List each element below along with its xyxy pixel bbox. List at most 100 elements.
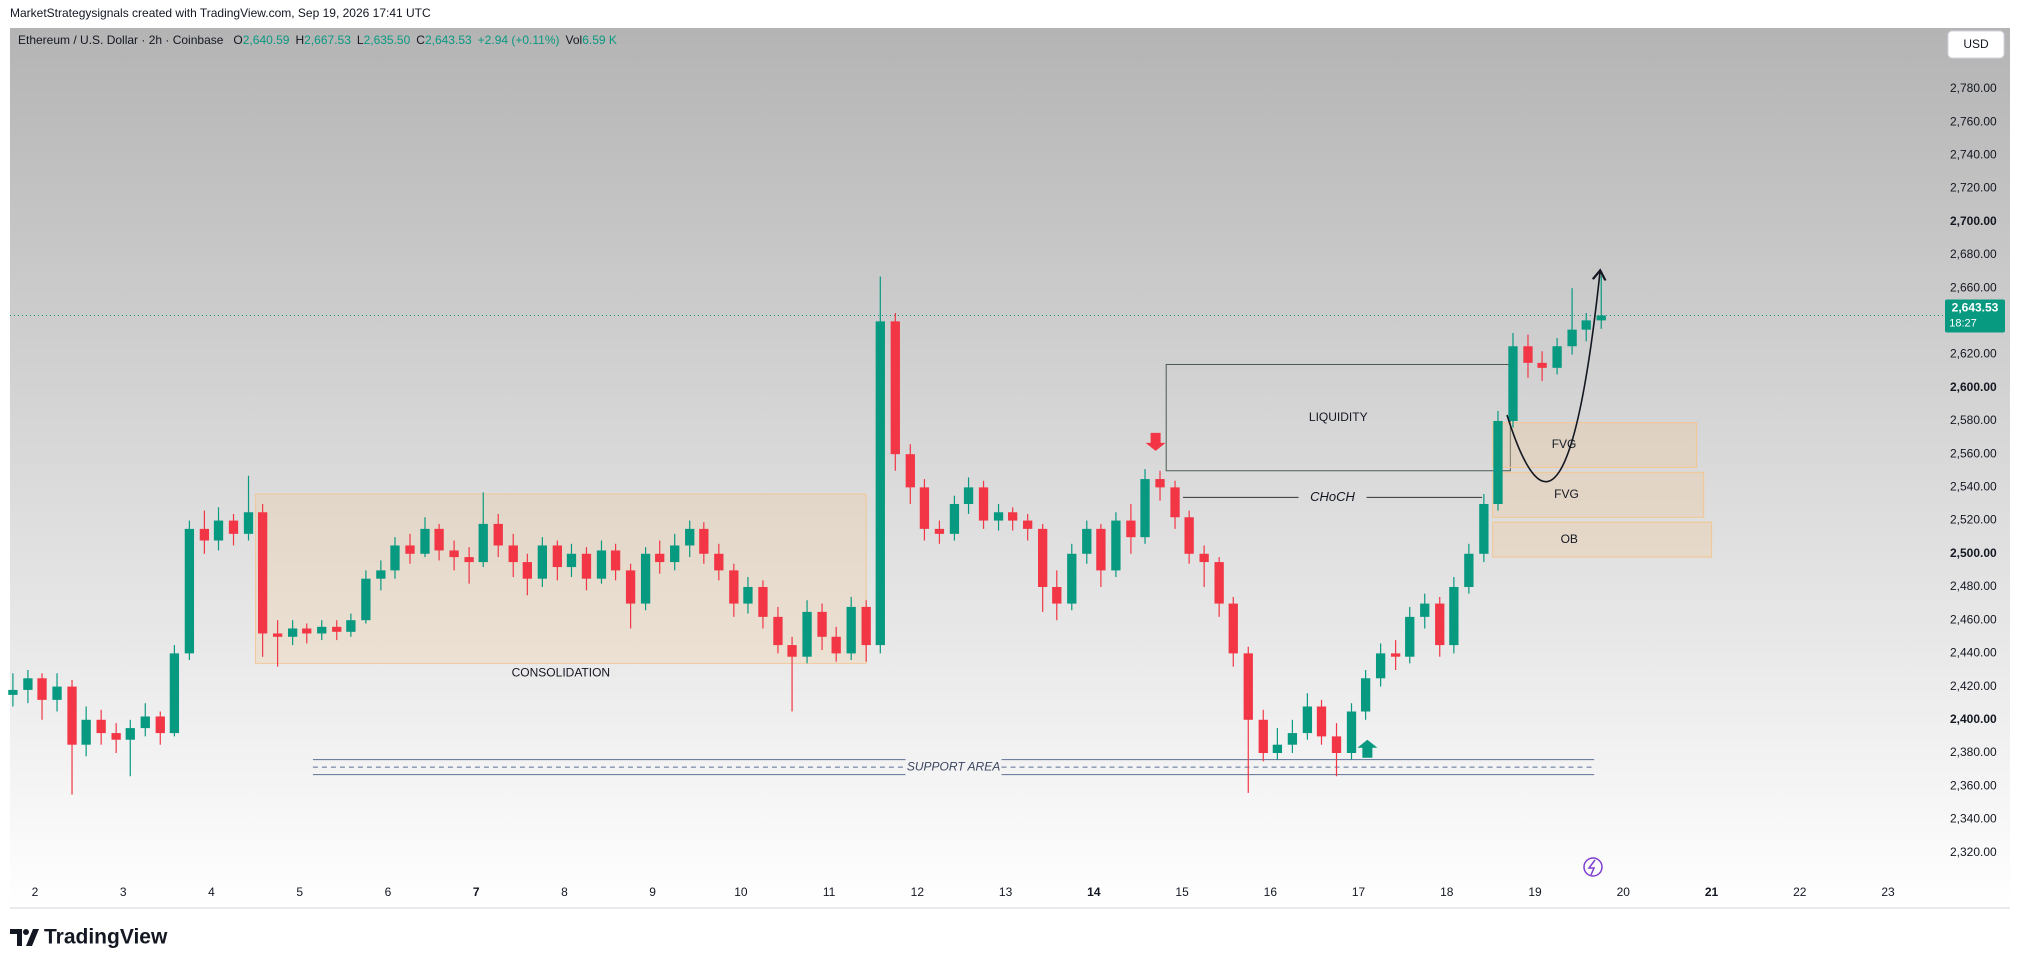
credit: MarketStrategysignals created with Tradi… [10,6,431,20]
candle-body [1082,528,1092,554]
y-tick-label: 2,380.00 [1950,745,1997,759]
candle-body [1537,362,1547,368]
candle-body [67,686,77,745]
x-tick-label: 5 [296,885,303,899]
x-tick-label: 23 [1881,885,1895,899]
candle-body [1316,706,1327,737]
candle-body [905,454,915,488]
legend-key: L [357,33,364,47]
alert-icon[interactable] [1583,857,1603,877]
legend-value: 2,635.50 [364,33,411,47]
candle-body [1360,678,1371,712]
x-tick-label: 22 [1793,885,1807,899]
candle-body [861,606,871,646]
candle-body [346,620,356,632]
candle-body [125,728,135,740]
candle-body [1464,553,1474,587]
candle-body [773,616,783,646]
y-tick-label: 2,780.00 [1950,81,1997,95]
x-tick-label: 8 [561,885,568,899]
x-tick-label: 11 [823,885,836,899]
liquidity-label: LIQUIDITY [1309,410,1368,424]
alert-icon-bolt [1587,859,1596,876]
candle-body [1390,653,1401,657]
candle-body [23,678,33,690]
candle-body [508,545,518,563]
candle-body [184,528,195,654]
support-label: SUPPORT AREA [907,759,1000,773]
y-tick-label: 2,500.00 [1950,546,1997,560]
y-tick-label: 2,340.00 [1950,812,1997,826]
candle-body [37,678,47,700]
zone-label: OB [1561,532,1578,546]
candle-body [287,628,298,637]
candle-body [1420,603,1430,617]
candle-body [993,512,1004,521]
y-tick-label: 2,600.00 [1950,380,1997,394]
legend-symbol: Ethereum / U.S. Dollar · 2h · Coinbase [18,33,224,47]
legend-value: 2,643.53 [425,33,472,47]
countdown: 18:27 [1949,317,1977,329]
candle-body [257,512,268,634]
candle-body [155,716,165,734]
candle-body [1449,586,1459,646]
candle-body [685,528,695,546]
x-tick-label: 17 [1352,885,1366,899]
candle-body [302,628,312,634]
x-tick-label: 2 [32,885,39,899]
candle-body [670,545,680,563]
candle-body [787,645,797,657]
candle-body [1111,520,1121,571]
x-tick-label: 13 [999,885,1013,899]
candle-body [566,553,577,568]
candle-body [1331,736,1342,753]
y-tick-label: 2,520.00 [1950,513,1997,527]
candle-body [1287,733,1298,745]
legend-key: C [416,33,425,47]
currency[interactable]: USD [1963,37,1989,51]
candle-body [1170,487,1180,518]
y-tick-label: 2,400.00 [1950,712,1997,726]
candle-body [817,611,827,637]
candle-body [963,487,974,504]
candle-body [361,578,371,621]
candle-body [1375,653,1386,679]
x-tick-label: 6 [385,885,392,899]
x-tick-label: 19 [1528,885,1542,899]
candle-body [1228,603,1238,654]
candle-body [332,626,342,632]
candle-body [1567,329,1577,347]
brand-logo: TradingView [10,926,168,949]
x-tick-label: 21 [1705,885,1719,899]
candle-body [699,528,709,554]
candle-body [978,487,989,521]
y-tick-label: 2,740.00 [1950,148,1997,162]
consolidation-zone [255,493,867,664]
candle-body [1346,711,1357,753]
y-tick-label: 2,760.00 [1950,114,1997,128]
candle-body [1493,420,1503,504]
x-tick-label: 10 [734,885,748,899]
candle-body [1067,553,1077,604]
currency-button[interactable] [1947,30,2005,59]
y-tick-label: 2,720.00 [1950,181,1997,195]
projection-curve [1506,272,1600,483]
logo-mark [10,929,39,946]
candle-body [1214,562,1224,604]
signal-arrow [1145,432,1166,451]
candle-body [376,570,386,579]
candle-body [434,528,444,551]
candle-body [1184,517,1194,554]
y-tick-label: 2,660.00 [1950,280,1997,294]
candle-body [640,553,651,604]
candle-body [714,553,724,571]
candle-body [1596,315,1606,321]
x-tick-label: 15 [1175,885,1189,899]
imbalance-zone [1492,521,1713,558]
y-tick-label: 2,620.00 [1950,347,1997,361]
x-tick-label: 9 [649,885,656,899]
candle-body [8,689,18,695]
candle-body [1405,616,1415,657]
